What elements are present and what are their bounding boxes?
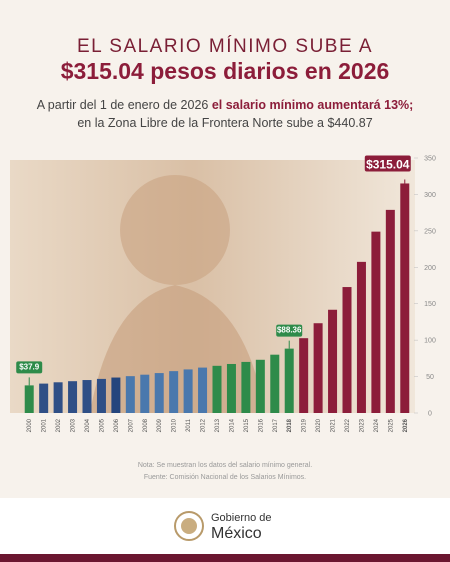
bar [226,363,236,413]
x-tick-label: 2015 [244,418,250,432]
bar [284,348,294,413]
bar [385,209,395,413]
x-tick-label: 2009 [157,418,163,432]
subtitle-line-2: en la Zona Libre de la Frontera Norte su… [77,116,373,130]
source: Fuente: Comisión Nacional de los Salario… [143,474,307,481]
x-tick-label: 2021 [331,418,337,432]
x-tick-label: 2024 [374,418,380,432]
x-tick-label: 2017 [273,418,279,432]
bar [125,376,135,413]
y-tick-label: 250 [424,228,436,235]
x-tick-label: 2018 [287,418,293,432]
bar [183,369,193,413]
bar [82,380,92,413]
bar [154,373,164,413]
bar [169,371,179,413]
photo-figure [120,175,230,285]
value-label: $88.36 [277,326,302,335]
bottom-bar [0,554,450,562]
y-tick-label: 350 [424,156,436,163]
logo-line-2: México [211,525,262,542]
logo-emblem [174,511,204,541]
value-label-box [16,361,43,374]
logo-emblem [181,518,197,534]
logo-line-1: Gobierno de [211,512,272,524]
x-tick-label: 2022 [345,418,351,432]
bar [270,354,280,413]
title-line-1: EL SALARIO MÍNIMO SUBE A [76,36,374,57]
logo: Gobierno de México [174,511,272,542]
y-tick-label: 150 [424,301,436,308]
y-tick-label: 50 [426,374,434,381]
subtitle-plain: A partir del 1 de enero de 2026 [36,98,209,112]
x-tick-label: 2025 [388,418,394,432]
x-tick-label: 2003 [71,418,77,432]
x-tick-label: 2023 [359,418,365,432]
x-tick-label: 2012 [201,418,207,432]
subtitle: A partir del 1 de enero de 2026 el salar… [0,96,450,132]
x-tick-label: 2013 [215,418,221,432]
bar [342,287,352,413]
x-tick-label: 2001 [42,418,48,432]
bar [371,231,381,413]
bar [241,361,251,413]
bar [68,381,78,413]
x-tick-label: 2016 [258,418,264,432]
bar [198,367,208,413]
y-tick-label: 300 [424,192,436,199]
x-tick-label: 2006 [114,418,120,432]
x-tick-label: 2020 [316,418,322,432]
value-label-box [276,324,303,337]
x-tick-label: 2010 [172,418,178,432]
y-tick-label: 200 [424,265,436,272]
x-tick-label: 2011 [186,418,192,432]
footer [0,498,450,554]
x-tick-label: 2004 [85,418,91,432]
bar [140,374,150,413]
y-tick-label: 0 [428,411,432,418]
x-tick-label: 2008 [143,418,149,432]
chart: 0 50 100 150 200 250 300 350 2000 $37.9 2001 2002 20… [10,155,436,432]
bar [400,183,410,413]
bar [313,323,323,413]
x-tick-label: 2000 [27,418,33,432]
bar [255,359,265,413]
x-tick-label: 2014 [229,418,235,432]
x-tick-label: 2007 [128,418,134,432]
bar [111,377,121,413]
x-tick-label: 2019 [302,418,308,432]
x-tick-label: 2005 [99,418,105,432]
value-label-box [364,155,411,172]
bar [299,338,309,413]
subtitle-bold: el salario mínimo aumentará 13%; [211,98,414,112]
value-label: $37.9 [19,362,40,371]
x-tick-label: 2026 [403,418,409,432]
note: Nota: Se muestran los datos del salario … [137,462,313,469]
title-line-2: $315.04 pesos diarios en 2026 [60,58,390,84]
x-tick-label: 2002 [56,418,62,432]
bar [24,385,34,413]
y-tick-label: 100 [424,338,436,345]
bar [53,382,63,413]
bar [39,383,49,413]
bar [328,309,338,413]
value-label: $315.04 [366,157,410,171]
bar [356,261,366,413]
bar [96,378,106,413]
bar [212,365,222,413]
